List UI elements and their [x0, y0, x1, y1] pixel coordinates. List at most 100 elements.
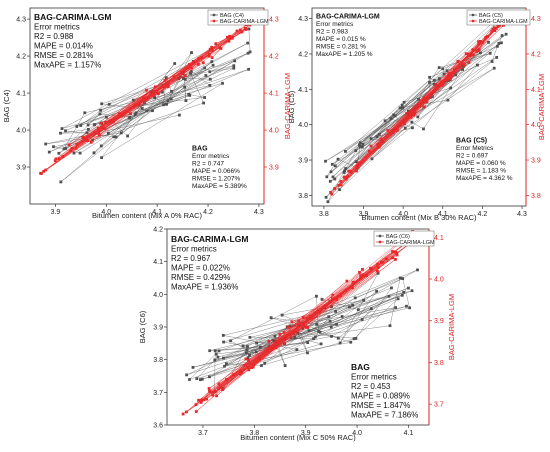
- y-axis-label: BAG (C5): [287, 90, 296, 123]
- data-point: [369, 307, 373, 311]
- legend-swatch-marker: [212, 19, 216, 23]
- data-point: [464, 52, 468, 56]
- y-tick-label: 4.1: [153, 259, 163, 266]
- legend-entry: BAG-CARIMA-LGM: [479, 19, 528, 25]
- data-point: [320, 297, 324, 301]
- data-point: [210, 45, 214, 49]
- data-point: [185, 410, 188, 414]
- data-point: [232, 66, 236, 70]
- annotation-line: MAPE = 0.089%: [351, 392, 410, 401]
- y-tick-label: 4.3: [298, 16, 308, 23]
- annotation-line: Error metrics: [316, 21, 354, 28]
- data-point: [434, 83, 438, 87]
- data-point: [407, 286, 410, 290]
- data-point: [394, 128, 398, 132]
- data-point: [387, 294, 391, 298]
- data-point: [200, 398, 204, 402]
- data-point: [250, 366, 253, 369]
- data-point: [153, 90, 156, 94]
- data-point: [416, 268, 419, 272]
- data-point: [166, 99, 170, 103]
- data-point: [67, 143, 71, 147]
- data-point: [344, 150, 347, 153]
- data-point: [54, 157, 58, 161]
- data-point: [199, 378, 202, 382]
- data-point: [375, 135, 379, 139]
- data-point: [240, 30, 244, 34]
- data-point: [247, 67, 250, 71]
- data-point: [333, 177, 337, 181]
- data-point: [338, 188, 341, 191]
- data-point: [360, 145, 364, 149]
- data-point: [97, 128, 101, 132]
- data-point: [383, 119, 387, 123]
- data-point: [190, 51, 193, 54]
- annotation-title: BAG-CARIMA-LGM: [171, 234, 248, 244]
- data-point: [165, 102, 168, 106]
- data-point: [391, 131, 395, 134]
- data-point: [247, 368, 251, 372]
- data-point: [195, 377, 199, 380]
- data-point: [202, 101, 205, 105]
- data-point: [359, 141, 362, 145]
- data-point: [248, 50, 252, 54]
- data-point: [189, 70, 193, 73]
- data-point: [61, 155, 65, 158]
- data-point: [386, 129, 390, 132]
- series-lgm: [181, 230, 418, 416]
- data-point: [74, 147, 78, 150]
- data-point: [263, 361, 267, 365]
- data-point: [486, 35, 489, 38]
- annotation-line: MAPE = 0.014%: [34, 42, 93, 51]
- data-point: [219, 385, 223, 388]
- x-tick-label: 4.0: [101, 209, 111, 216]
- y2-tick-label: 4.0: [269, 128, 279, 135]
- data-point: [79, 124, 83, 127]
- data-point: [339, 294, 342, 297]
- legend-box: [207, 9, 269, 26]
- data-point: [494, 27, 498, 30]
- data-point: [247, 27, 251, 31]
- data-point: [258, 357, 261, 361]
- annotation-line: RMSE = 0.429%: [171, 273, 230, 282]
- data-point: [394, 258, 397, 261]
- data-point: [133, 113, 137, 116]
- data-point: [329, 170, 333, 174]
- data-point: [449, 75, 453, 79]
- data-point: [369, 137, 373, 141]
- annotation-line: RMSE = 0.281 %: [316, 44, 366, 51]
- data-point: [349, 340, 353, 344]
- y2-tick-label: 4.1: [269, 91, 279, 98]
- data-point: [356, 165, 359, 169]
- data-point: [293, 336, 296, 339]
- y2-tick-label: 3.9: [269, 165, 279, 172]
- data-point: [248, 336, 252, 339]
- data-point: [248, 353, 251, 357]
- data-point: [330, 162, 334, 166]
- data-point: [423, 96, 426, 100]
- y-tick-label: 4.1: [16, 91, 26, 98]
- y2-tick-label: 4.0: [434, 277, 444, 284]
- data-point: [101, 126, 104, 130]
- annotation-line: RMSE = 1.847%: [351, 401, 410, 410]
- data-point: [324, 195, 328, 199]
- data-point: [410, 289, 414, 293]
- data-point: [164, 76, 168, 80]
- data-point: [247, 359, 250, 362]
- data-point: [500, 34, 504, 37]
- data-point: [89, 140, 93, 144]
- data-point: [69, 149, 73, 152]
- data-point: [245, 348, 249, 352]
- data-point: [200, 56, 204, 59]
- data-point: [347, 169, 351, 173]
- data-point: [353, 281, 357, 285]
- data-point: [208, 390, 212, 394]
- data-point: [293, 330, 297, 333]
- annotation-line: RMSE = 0.281%: [34, 51, 93, 60]
- data-point: [487, 40, 490, 44]
- data-point: [488, 51, 492, 55]
- y2-axis-label: BAG-CARIMA-LGM: [537, 74, 546, 140]
- data-point: [221, 334, 225, 337]
